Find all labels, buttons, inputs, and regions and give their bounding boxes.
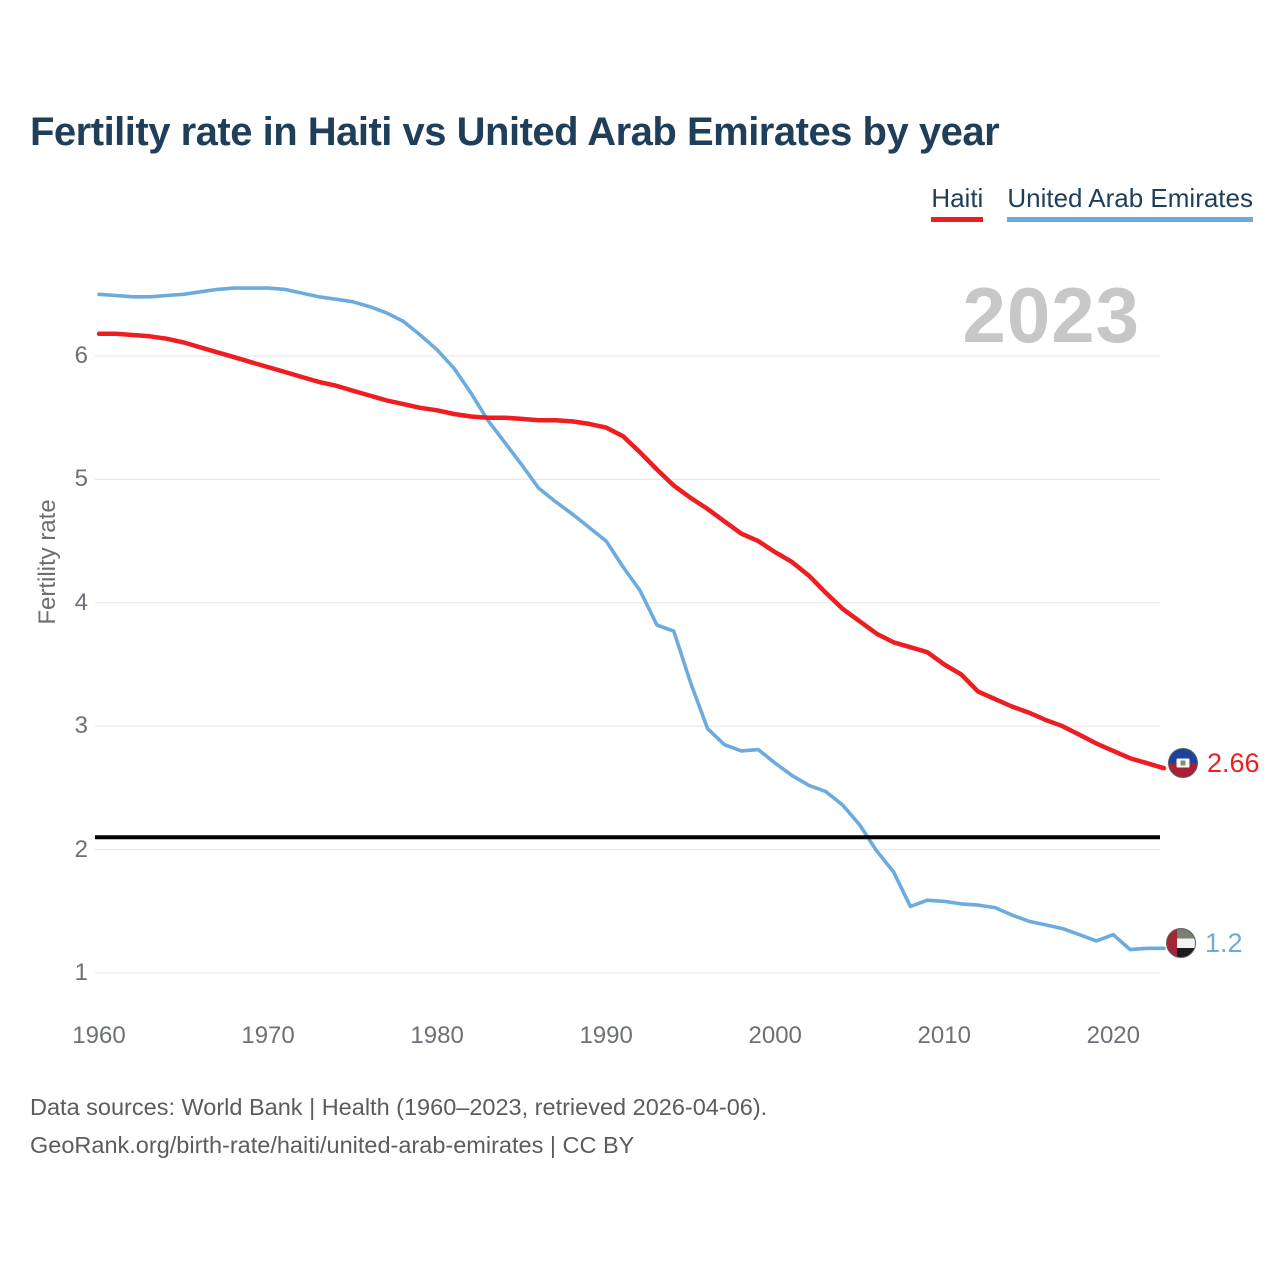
y-tick-label: 5 (74, 465, 88, 493)
x-tick-label: 2020 (1086, 1022, 1140, 1049)
legend: Haiti United Arab Emirates (931, 184, 1253, 222)
y-tick-label: 1 (74, 959, 88, 986)
page-title: Fertility rate in Haiti vs United Arab E… (30, 110, 1000, 154)
uae-end-label: 1.2 (1166, 928, 1243, 958)
haiti-flag-icon (1168, 748, 1198, 778)
x-tick-label: 1960 (72, 1022, 126, 1049)
legend-item-uae[interactable]: United Arab Emirates (1007, 184, 1253, 222)
legend-item-haiti[interactable]: Haiti (931, 184, 984, 222)
haiti-end-value: 2.66 (1207, 748, 1260, 778)
haiti-flag-emblem (1176, 758, 1190, 768)
x-tick-label: 2000 (748, 1022, 802, 1049)
uae-end-value: 1.2 (1205, 928, 1243, 958)
haiti-end-label: 2.66 (1168, 748, 1260, 778)
series-line-haiti (96, 331, 1167, 771)
x-tick-label: 1990 (579, 1022, 633, 1049)
x-tick-label: 2010 (917, 1022, 971, 1049)
x-tick-label: 1970 (241, 1022, 295, 1049)
y-tick-label: 6 (74, 342, 88, 369)
uae-flag-icon (1166, 928, 1196, 958)
y-tick-label: 3 (74, 712, 88, 740)
footer-url: GeoRank.org/birth-rate/haiti/united-arab… (30, 1132, 635, 1158)
year-watermark: 2023 (962, 271, 1140, 359)
y-tick-label: 4 (74, 588, 88, 616)
footer-sources: Data sources: World Bank | Health (1960–… (30, 1094, 768, 1120)
footer: Data sources: World Bank | Health (1960–… (30, 1088, 767, 1164)
series-line-uae (97, 286, 1166, 952)
x-tick-label: 1980 (410, 1022, 464, 1049)
y-tick-label: 2 (74, 835, 88, 863)
